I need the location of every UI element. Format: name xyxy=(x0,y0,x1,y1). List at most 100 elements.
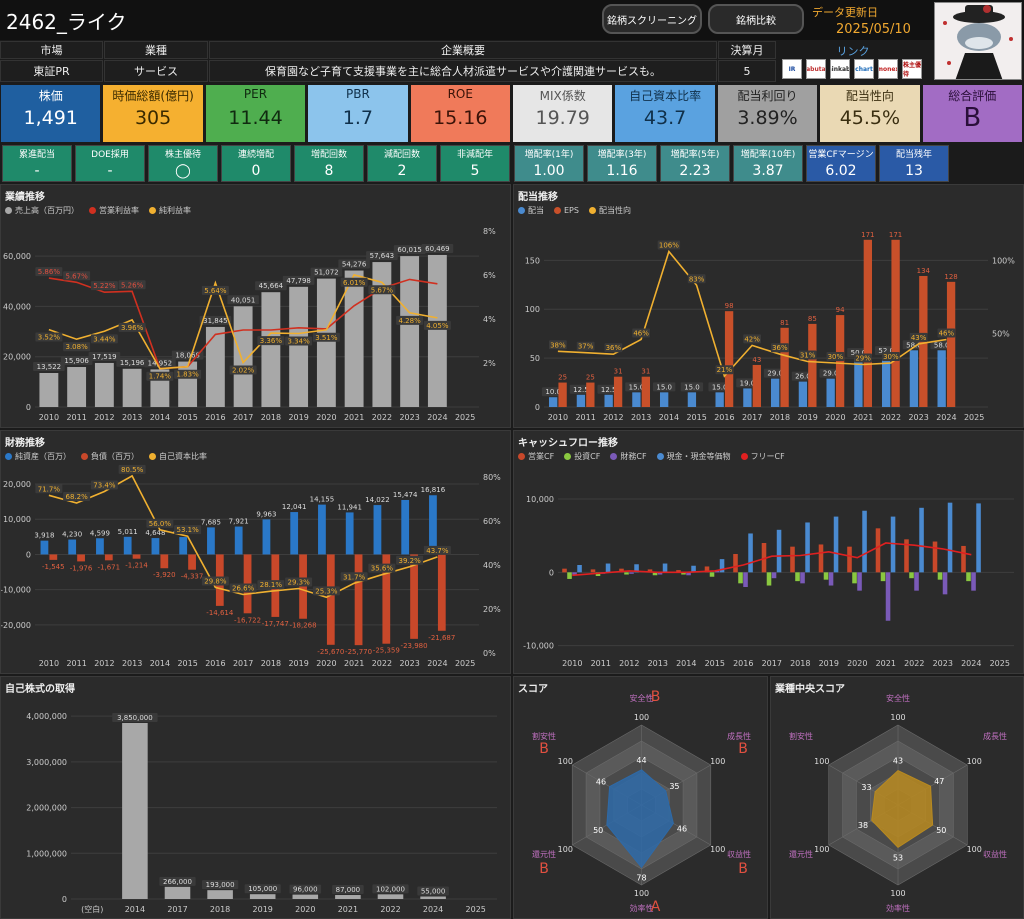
data-label-bg xyxy=(174,369,202,379)
data-label: 5.67% xyxy=(66,272,89,280)
page-title: 2462_ライク xyxy=(6,10,127,34)
cf-bar xyxy=(966,572,971,582)
link-4-icon[interactable]: chart xyxy=(854,59,874,79)
data-label: 56.0% xyxy=(149,520,172,528)
buyback-bar xyxy=(377,894,404,899)
eps-label: 94 xyxy=(836,306,845,314)
x-tick-label: 2017 xyxy=(167,905,187,914)
cf-bar xyxy=(577,565,582,573)
y-tick-label: 0 xyxy=(26,403,31,412)
data-label-bg xyxy=(63,271,91,281)
data-label: 96,000 xyxy=(293,886,318,894)
industry-header: 業種 xyxy=(104,41,208,59)
liability-label: -17,747 xyxy=(262,620,289,628)
kpi-value: - xyxy=(34,163,40,179)
data-label-bg xyxy=(90,480,118,490)
performance-panel: 業績推移 売上高（百万円） 営業利益率 純利益率 0 20,000 40,000 60… xyxy=(0,184,511,428)
link-6-icon[interactable]: 株主優待 xyxy=(902,59,922,79)
stock-screening-button[interactable]: 銘柄スクリーニング xyxy=(602,4,702,34)
cf-bar xyxy=(766,572,772,586)
y2-tick-label: 20% xyxy=(483,605,501,614)
finance-title: 財務推移 xyxy=(5,438,45,449)
x-tick-label: 2024 xyxy=(423,905,443,914)
equity-bar xyxy=(179,537,188,555)
x-tick-label: 2018 xyxy=(261,659,281,668)
data-label: 14,952 xyxy=(148,359,173,367)
cf-bar xyxy=(590,569,596,573)
dividend-title: 配当推移 xyxy=(518,192,558,203)
x-tick-label: 2012 xyxy=(619,659,639,668)
cf-bar xyxy=(714,570,720,573)
metric-label: 総合評価 xyxy=(948,89,997,103)
data-label: 50.0 xyxy=(851,349,867,357)
cf-bar xyxy=(605,563,611,573)
equity-bar xyxy=(318,504,326,555)
sales-bar xyxy=(372,262,392,407)
data-label-bg xyxy=(63,342,91,352)
eps-label: 43 xyxy=(752,356,761,364)
x-tick-label: 2016 xyxy=(205,659,225,668)
kpi-value: 2 xyxy=(397,163,407,179)
performance-title: 業績推移 xyxy=(5,192,45,203)
performance-legend: 売上高（百万円） 営業利益率 純利益率 xyxy=(5,205,191,216)
kpi-value: 2.23 xyxy=(679,163,711,179)
liability-bar xyxy=(188,554,196,570)
buyback-bar xyxy=(292,894,319,899)
y2-tick-label: 4% xyxy=(483,315,496,324)
x-tick-label: 2014 xyxy=(125,905,145,914)
equity-label: 4,599 xyxy=(90,529,110,537)
link-1-icon[interactable]: IR xyxy=(782,59,802,79)
x-tick-label: 2020 xyxy=(847,659,867,668)
radar-grade: B xyxy=(539,861,549,877)
equity-bar xyxy=(151,538,160,555)
score-panel: スコア 44 35 46 78 50 46 100 100 100 100 100 100 安全性 B 成長… xyxy=(513,676,768,919)
liability-label: -25,770 xyxy=(345,648,372,656)
kpi-value: 1.16 xyxy=(606,163,638,179)
metric-value: 15.16 xyxy=(433,107,488,129)
link-3-icon[interactable]: minkabu xyxy=(830,59,850,79)
kpi-label: 非減配年 xyxy=(456,150,493,160)
x-tick-label: 2024 xyxy=(427,659,447,668)
link-5-icon[interactable]: monex xyxy=(878,59,898,79)
cf-bar xyxy=(738,572,743,584)
cashflow-panel: キャッシュフロー推移 営業CF 投資CF 財務CF 現金・現金等価物 フリーCF… xyxy=(513,430,1024,674)
link-2-icon[interactable]: kabutan xyxy=(806,59,826,79)
data-label-bg xyxy=(118,280,146,290)
data-label: 71.7% xyxy=(38,485,61,493)
legend-dot-icon xyxy=(89,207,96,214)
cf-bar xyxy=(904,539,909,573)
radar-axis-label: 収益性 xyxy=(727,849,751,859)
legend-dot-icon xyxy=(564,453,572,460)
cashflow-title: キャッシュフロー推移 xyxy=(518,438,618,449)
cashflow-legend: 営業CF 投資CF 財務CF 現金・現金等価物 フリーCF xyxy=(518,451,785,462)
avatar-illustration-icon xyxy=(935,3,1021,79)
liability-bar xyxy=(77,554,85,562)
radar-max-label: 100 xyxy=(967,845,982,854)
data-label: 25.3% xyxy=(315,587,338,595)
data-label: 54,276 xyxy=(342,261,367,269)
cf-bar xyxy=(880,572,886,582)
data-label: 80.5% xyxy=(121,466,144,474)
stock-compare-button[interactable]: 銘柄比較 xyxy=(708,4,804,34)
metric-label: MIX係数 xyxy=(539,89,586,103)
cf-bar xyxy=(862,510,867,573)
kpi-tile: 連続増配 0 xyxy=(221,145,291,182)
cf-bar xyxy=(919,507,924,573)
x-tick-label: 2017 xyxy=(762,659,782,668)
legend-dot-icon xyxy=(740,453,748,460)
metric-label: 自己資本比率 xyxy=(629,89,702,103)
x-tick-label: 2021 xyxy=(876,659,896,668)
buyback-panel: 自己株式の取得 0 1,000,000 2,000,000 3,000,000 4,00… xyxy=(0,676,511,919)
cf-bar xyxy=(805,522,810,573)
liability-bar xyxy=(132,554,141,559)
cf-bar xyxy=(634,564,639,573)
x-tick-label: 2022 xyxy=(881,413,901,422)
legend-dot-icon xyxy=(554,207,561,214)
cf-bar xyxy=(885,572,891,621)
kpi-label: 増配率(5年) xyxy=(670,150,720,160)
data-label-bg xyxy=(146,518,174,528)
radar-grade: B xyxy=(738,861,748,877)
cf-bar xyxy=(795,572,800,582)
data-label: 3.44% xyxy=(93,335,116,343)
radar-max-label: 100 xyxy=(890,889,905,898)
